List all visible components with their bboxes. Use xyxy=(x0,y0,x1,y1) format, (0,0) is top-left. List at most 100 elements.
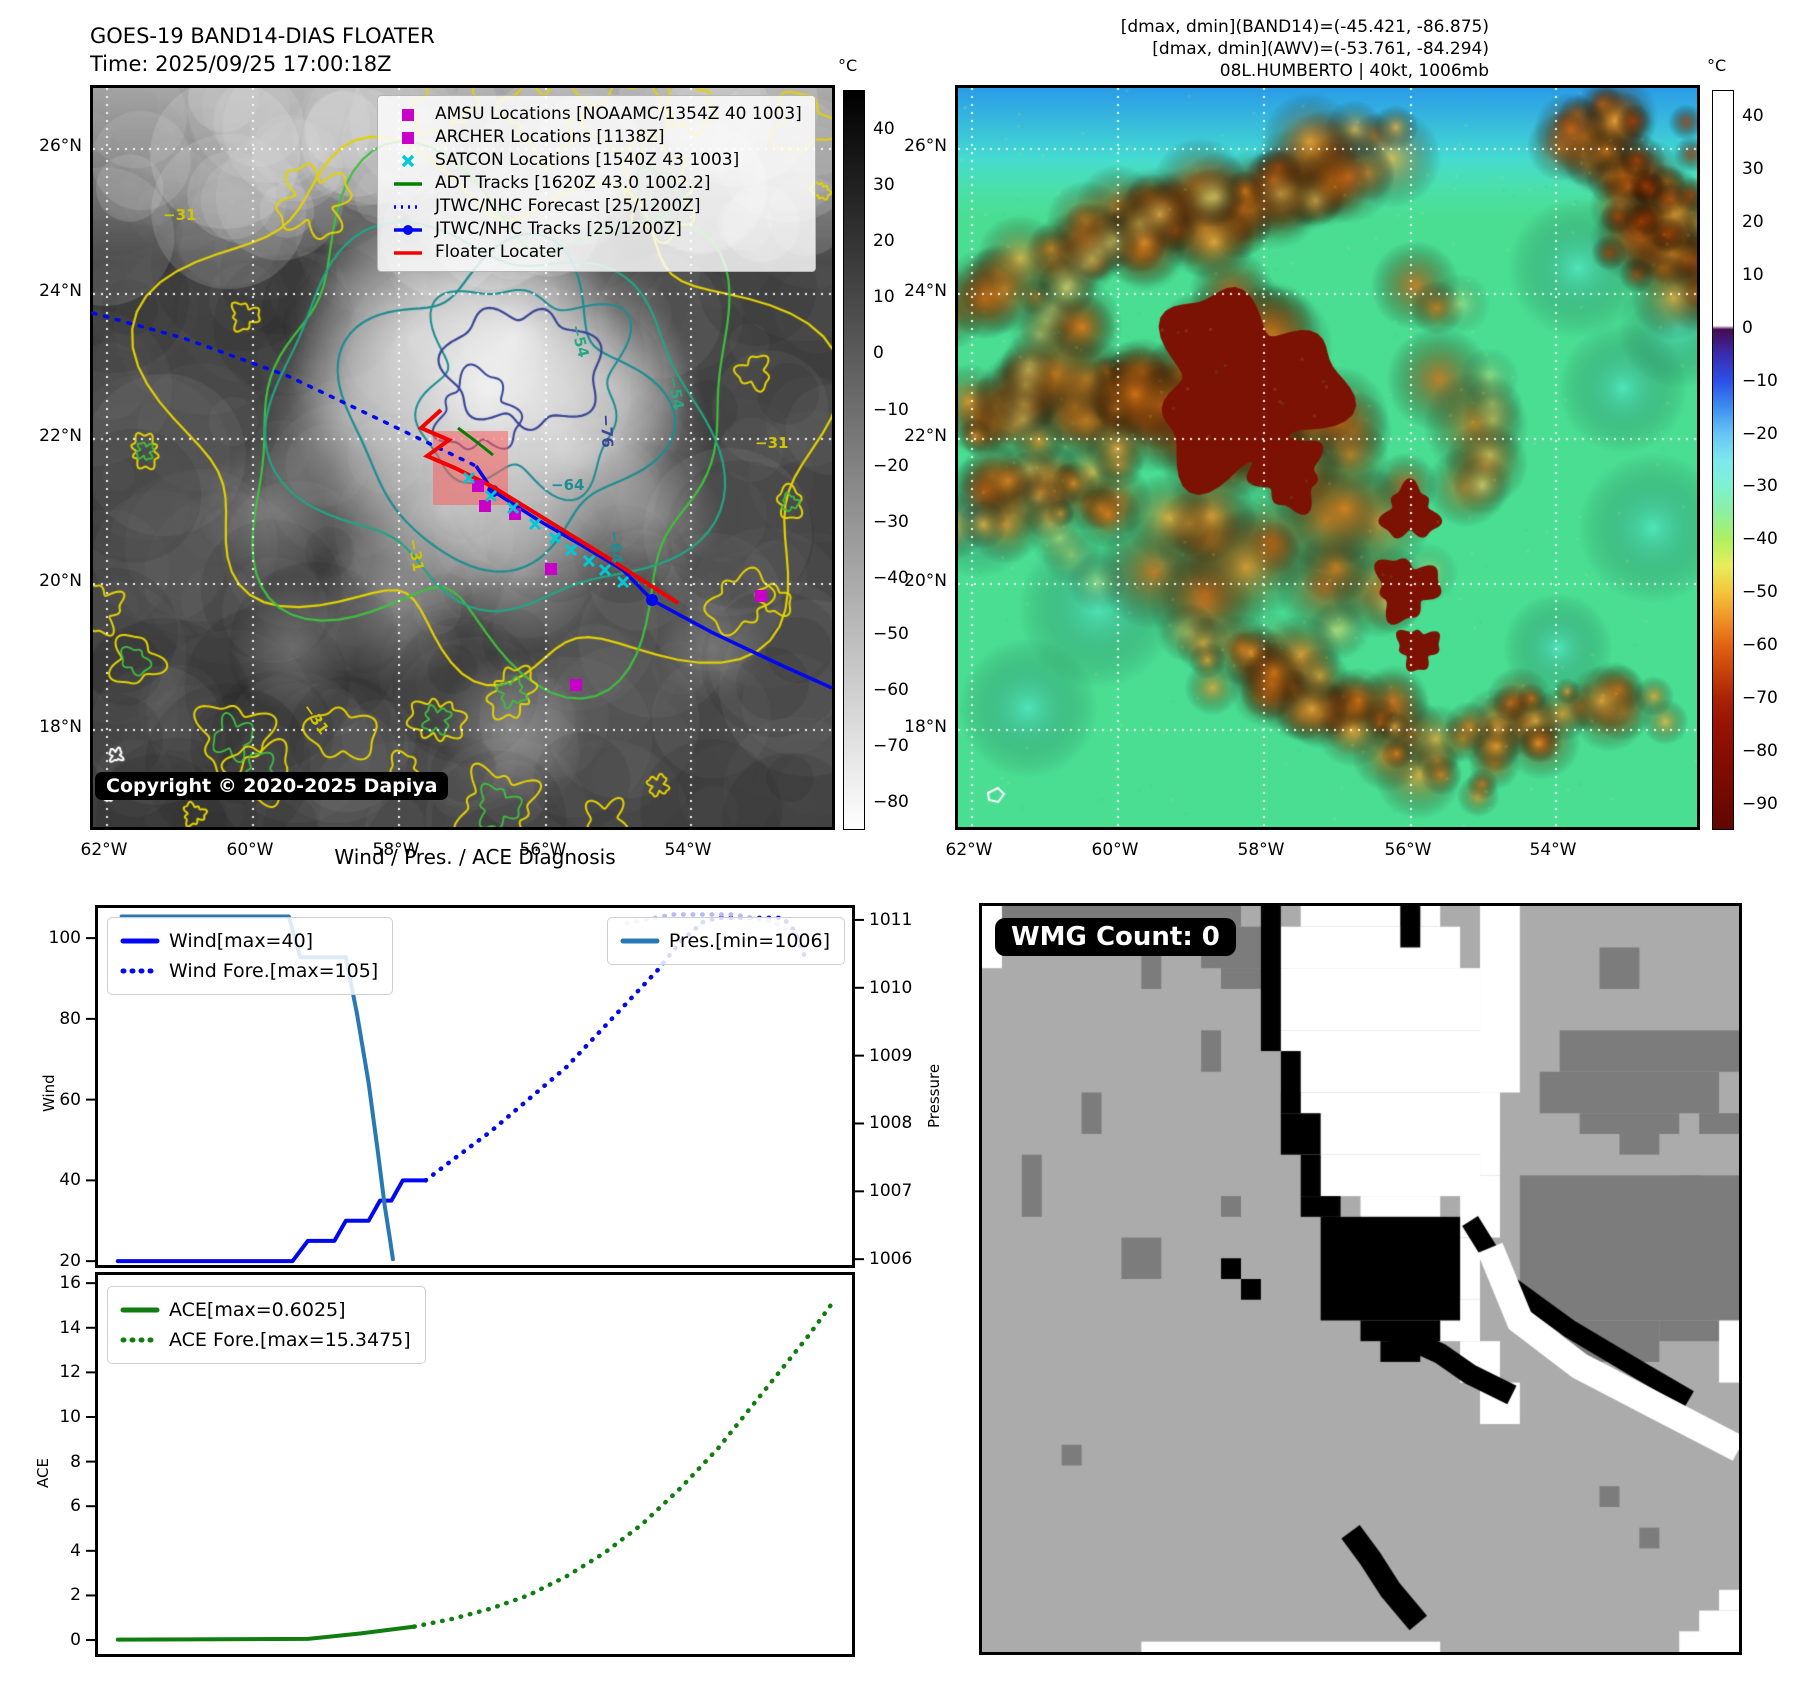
chart-ytick: 20 xyxy=(59,1251,81,1272)
pressure-axis-label: Pressure xyxy=(925,1063,943,1128)
awv-lon-tick: 54°W xyxy=(1529,840,1577,860)
right-colorbar-tick: 10 xyxy=(1742,265,1764,285)
figure-title: GOES-19 BAND14-DIAS FLOATER Time: 2025/0… xyxy=(90,22,435,78)
wind-legend: Wind[max=40] Wind Fore.[max=105] xyxy=(107,917,394,995)
dotted-line-icon xyxy=(120,956,160,986)
title-line1: GOES-19 BAND14-DIAS FLOATER xyxy=(90,24,435,48)
map-legend-item: Floater Locater xyxy=(391,241,802,264)
right-colorbar-tick: −50 xyxy=(1742,582,1778,603)
chart-ytick: 1011 xyxy=(869,909,913,930)
dotted-line-icon xyxy=(120,1325,160,1355)
chart-ytick: 1009 xyxy=(869,1045,913,1066)
wmg-panel: WMG Count: 0 xyxy=(979,903,1742,1655)
band14-lon-tick: 56°W xyxy=(519,840,567,860)
awv-satellite-image xyxy=(958,88,1697,827)
right-colorbar-tick: −20 xyxy=(1742,423,1778,444)
chart-ytick: 12 xyxy=(59,1362,81,1383)
ace-chart xyxy=(86,1272,855,1657)
left-colorbar-tick: −10 xyxy=(873,399,909,420)
solid-line-icon xyxy=(620,926,660,956)
chart-ytick: 1010 xyxy=(869,977,913,998)
track-overlay xyxy=(91,311,833,691)
square-marker-icon xyxy=(391,130,425,146)
right-colorbar-tick: 40 xyxy=(1742,106,1764,127)
left-colorbar-tick: 40 xyxy=(873,119,895,140)
chart-ytick: 6 xyxy=(70,1496,81,1517)
awv-map-panel xyxy=(955,85,1700,830)
left-colorbar-tick: 30 xyxy=(873,175,895,196)
chart-ytick: 1007 xyxy=(869,1181,913,1202)
map-legend-item: AMSU Locations [NOAAMC/1354Z 40 1003] xyxy=(391,103,802,126)
info-storm: 08L.HUMBERTO | 40kt, 1006mb xyxy=(1219,61,1489,81)
right-colorbar xyxy=(1712,90,1734,830)
chart-ytick: 14 xyxy=(59,1317,81,1338)
ace-legend: ACE[max=0.6025] ACE Fore.[max=15.3475] xyxy=(107,1286,426,1364)
chart-ytick: 10 xyxy=(59,1406,81,1427)
left-colorbar-tick: −80 xyxy=(873,791,909,812)
left-colorbar-tick: −20 xyxy=(873,455,909,476)
wmg-pixel-image xyxy=(982,906,1739,1652)
left-colorbar-tick: −30 xyxy=(873,511,909,532)
right-colorbar-tick: −90 xyxy=(1742,793,1778,814)
x-marker-icon xyxy=(391,153,425,169)
solid-line-icon xyxy=(120,926,160,956)
chart-ytick: 16 xyxy=(59,1273,81,1294)
band14-lon-tick: 58°W xyxy=(372,840,420,860)
info-dmax-awv: [dmax, dmin](AWV)=(-53.761, -84.294) xyxy=(1152,39,1489,59)
contour-label: −76 xyxy=(596,413,617,449)
copyright-badge: Copyright © 2020-2025 Dapiya xyxy=(95,772,449,800)
right-colorbar-tick: 20 xyxy=(1742,212,1764,233)
left-colorbar-tick: −70 xyxy=(873,735,909,756)
awv-lon-tick: 58°W xyxy=(1237,840,1285,860)
band14-map-panel: AMSU Locations [NOAAMC/1354Z 40 1003] ARC… xyxy=(90,85,835,830)
awv-lat-tick: 26°N xyxy=(904,136,947,156)
band14-lat-tick: 20°N xyxy=(39,571,82,591)
chart-legend-item: Wind[max=40] xyxy=(120,926,378,956)
solid-line-icon xyxy=(120,1295,160,1325)
band14-lat-tick: 24°N xyxy=(39,281,82,301)
map-legend-item: ADT Tracks [1620Z 43.0 1002.2] xyxy=(391,172,802,195)
map-legend-item: ARCHER Locations [1138Z] xyxy=(391,126,802,149)
pressure-legend: Pres.[min=1006] xyxy=(606,917,845,965)
band14-lon-tick: 62°W xyxy=(80,840,128,860)
contour-label: −31 xyxy=(755,434,789,452)
chart-title: Wind / Pres. / ACE Diagnosis xyxy=(334,845,616,869)
chart-ytick: 60 xyxy=(59,1089,81,1110)
right-colorbar-tick: −60 xyxy=(1742,635,1778,655)
chart-ytick: 4 xyxy=(70,1540,81,1561)
chart-ytick: 0 xyxy=(70,1630,81,1651)
chart-ytick: 1006 xyxy=(869,1249,913,1270)
left-colorbar-tick: 10 xyxy=(873,287,895,308)
line-marker-icon xyxy=(391,245,425,261)
chart-legend-item: Pres.[min=1006] xyxy=(620,926,830,956)
line-marker-icon xyxy=(391,176,425,192)
chart-ytick: 2 xyxy=(70,1585,81,1606)
chart-legend-item: Wind Fore.[max=105] xyxy=(120,956,378,986)
info-dmax-band14: [dmax, dmin](BAND14)=(-45.421, -86.875) xyxy=(1120,17,1489,37)
chart-legend-item: ACE Fore.[max=15.3475] xyxy=(120,1325,411,1355)
right-colorbar-tick: 0 xyxy=(1742,317,1753,338)
right-colorbar-unit: °C xyxy=(1707,56,1727,75)
map-legend-item: JTWC/NHC Tracks [25/1200Z] xyxy=(391,218,802,241)
chart-ytick: 40 xyxy=(59,1170,81,1191)
right-colorbar-tick: −40 xyxy=(1742,529,1778,550)
band14-lat-tick: 22°N xyxy=(39,426,82,446)
contour-label: −64 xyxy=(551,476,585,494)
awv-lon-tick: 60°W xyxy=(1091,840,1139,860)
right-colorbar-tick: −10 xyxy=(1742,370,1778,391)
chart-ytick: 80 xyxy=(59,1008,81,1029)
chart-legend-item: ACE[max=0.6025] xyxy=(120,1295,411,1325)
awv-lat-tick: 22°N xyxy=(904,426,947,446)
awv-lat-tick: 24°N xyxy=(904,281,947,301)
left-colorbar-tick: −50 xyxy=(873,623,909,644)
dotted-marker-icon xyxy=(391,199,425,215)
chart-ytick: 1008 xyxy=(869,1113,913,1134)
left-colorbar-tick: 20 xyxy=(873,231,895,252)
map-legend: AMSU Locations [NOAAMC/1354Z 40 1003] ARC… xyxy=(377,95,816,272)
awv-lon-tick: 56°W xyxy=(1384,840,1432,860)
contour-label: −31 xyxy=(163,206,197,224)
square-marker-icon xyxy=(391,107,425,123)
band14-lat-tick: 18°N xyxy=(39,717,82,737)
left-colorbar xyxy=(843,90,865,830)
